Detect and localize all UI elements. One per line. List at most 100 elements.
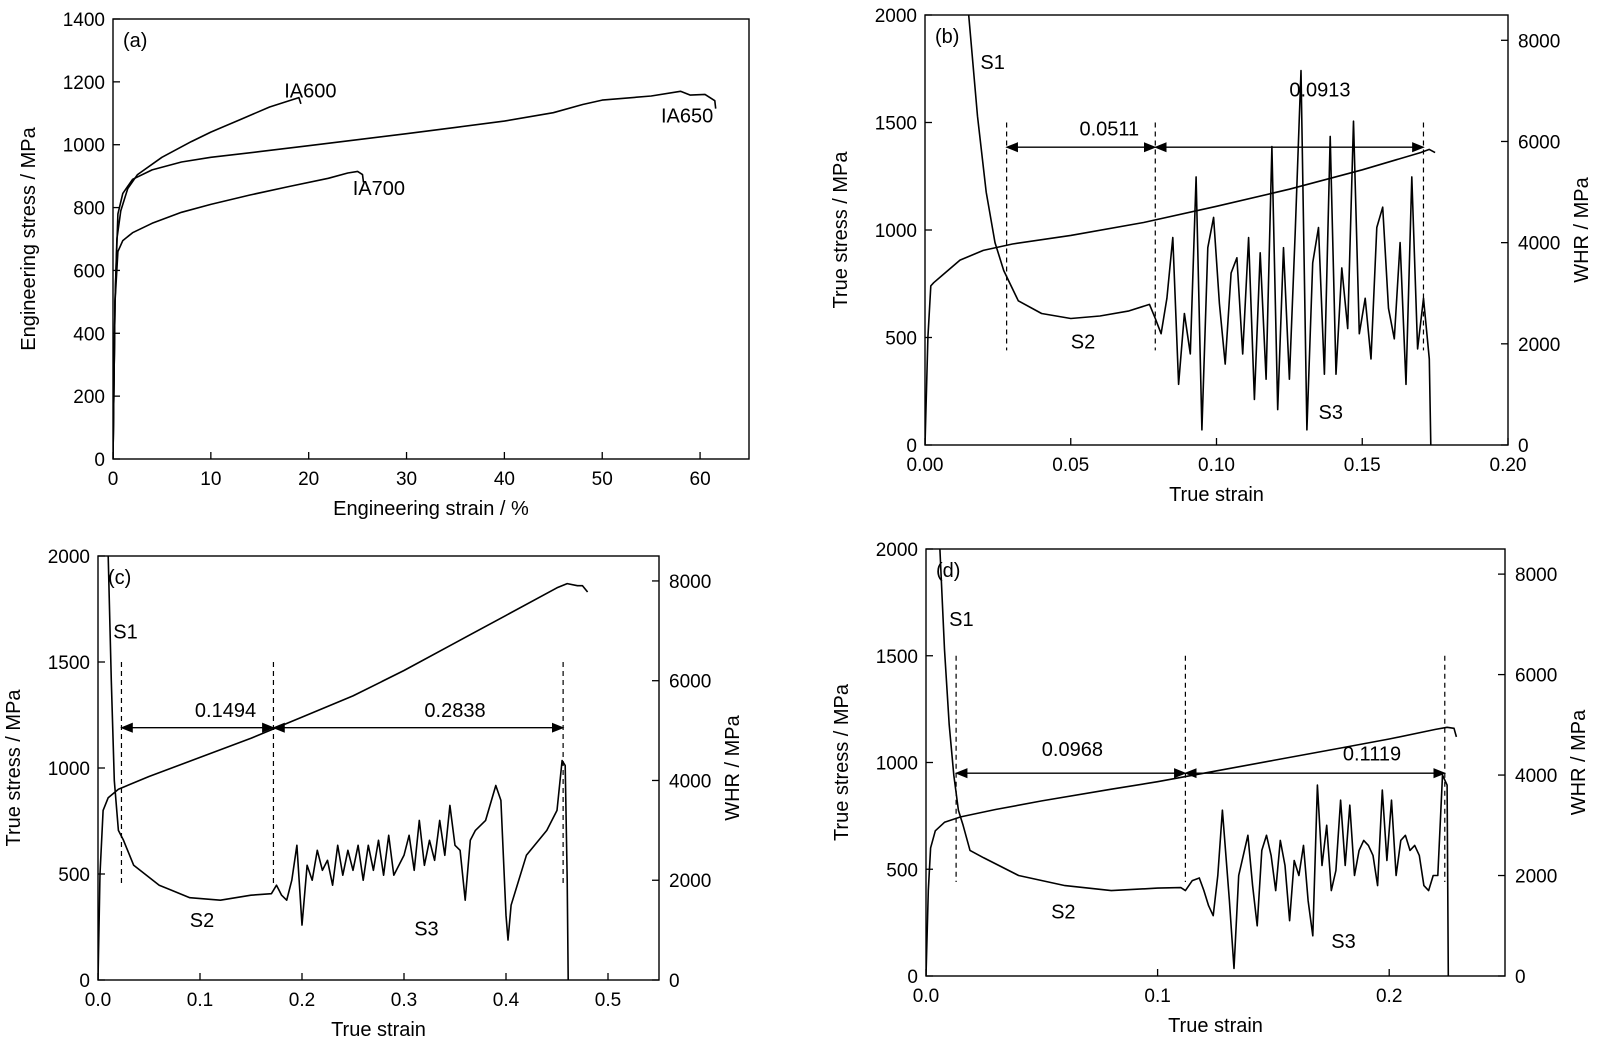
x-axis-label: True strain xyxy=(1169,484,1264,506)
annotation-label: IA700 xyxy=(353,178,405,200)
y-tick-label: 1400 xyxy=(63,10,105,31)
y-tick-label: 2000 xyxy=(875,6,917,27)
y-tick-label: 500 xyxy=(885,329,917,350)
annotation-label: S3 xyxy=(414,918,438,940)
series-line-true-stress xyxy=(926,726,1458,976)
y-axis-label: True stress / MPa xyxy=(830,151,852,309)
x-tick-label: 0.15 xyxy=(1344,455,1381,476)
panel-label: (a) xyxy=(123,30,147,52)
annotation-label: S2 xyxy=(1071,331,1095,353)
x-tick-label: 0.2 xyxy=(289,990,315,1011)
x-tick-label: 0.05 xyxy=(1052,455,1089,476)
y-tick-label: 0 xyxy=(907,967,918,988)
y-tick-label: 1200 xyxy=(63,73,105,94)
plot-frame xyxy=(924,14,1509,446)
y2-tick-label: 8000 xyxy=(1518,31,1560,52)
y2-tick-label: 0 xyxy=(669,971,680,992)
panel-c: 0.0 0.1 0.2 0.3 0.4 0.5 0 500 1000 1500 2000 0 2000 4… xyxy=(3,547,744,1041)
y2-tick-label: 0 xyxy=(1518,436,1529,457)
x-tick-label: 50 xyxy=(592,469,613,490)
x-tick-label: 0.2 xyxy=(1376,986,1402,1007)
panel-label: (c) xyxy=(108,567,131,589)
y-tick-label: 800 xyxy=(73,199,105,220)
annotation-label: S1 xyxy=(113,622,137,644)
x-tick-label: 0.0 xyxy=(85,990,111,1011)
y-tick-label: 400 xyxy=(73,324,105,345)
panel-label: (b) xyxy=(935,26,959,48)
plot-frame xyxy=(925,548,1506,977)
x-tick-label: 0.00 xyxy=(907,455,944,476)
y2-axis-label: WHR / MPa xyxy=(1571,176,1593,282)
x-tick-label: 40 xyxy=(494,469,515,490)
y-tick-label: 600 xyxy=(73,261,105,282)
plot-frame xyxy=(112,18,750,460)
y-tick-label: 500 xyxy=(886,860,918,881)
x-tick-label: 0.1 xyxy=(1144,986,1170,1007)
annotation-label: 0.1494 xyxy=(195,700,256,722)
y-tick-label: 0 xyxy=(906,436,917,457)
panel-d: 0.0 0.1 0.2 0 500 1000 1500 2000 0 2000 4000 6000 80… xyxy=(831,540,1590,1037)
y2-tick-label: 6000 xyxy=(669,672,711,693)
x-tick-label: 60 xyxy=(690,469,711,490)
y2-axis-label: WHR / MPa xyxy=(1568,709,1590,815)
x-tick-label: 0.3 xyxy=(391,990,417,1011)
panel-label: (d) xyxy=(936,560,960,582)
y-tick-label: 1000 xyxy=(876,754,918,775)
x-tick-label: 0.4 xyxy=(493,990,520,1011)
y-tick-label: 1500 xyxy=(48,653,90,674)
x-axis-label: Engineering strain / % xyxy=(333,498,529,520)
series-line-ia700 xyxy=(113,170,365,459)
x-tick-label: 0.10 xyxy=(1198,455,1235,476)
x-axis-label: True strain xyxy=(331,1019,426,1041)
annotation-label: 0.1119 xyxy=(1343,743,1401,765)
annotation-label: S1 xyxy=(980,52,1004,74)
y-tick-label: 1000 xyxy=(875,221,917,242)
annotation-label: 0.0913 xyxy=(1289,80,1350,102)
series-line-true-stress xyxy=(98,582,589,980)
x-tick-label: 0.20 xyxy=(1490,455,1527,476)
x-tick-label: 0.0 xyxy=(913,986,939,1007)
y2-tick-label: 2000 xyxy=(1515,867,1557,888)
x-tick-label: 30 xyxy=(396,469,417,490)
y-tick-label: 0 xyxy=(94,450,105,471)
x-tick-label: 10 xyxy=(200,469,221,490)
y2-tick-label: 6000 xyxy=(1515,666,1557,687)
annotation-label: 0.0968 xyxy=(1042,739,1103,761)
y-axis-label: True stress / MPa xyxy=(831,683,853,841)
annotation-label: S3 xyxy=(1319,402,1343,424)
y-tick-label: 200 xyxy=(73,387,105,408)
panel-a: 0 10 20 30 40 50 600200400600800100012001400En… xyxy=(18,10,750,520)
y2-tick-label: 6000 xyxy=(1518,132,1560,153)
y2-tick-label: 4000 xyxy=(1515,766,1557,787)
x-tick-label: 0.1 xyxy=(187,990,213,1011)
y2-tick-label: 4000 xyxy=(669,771,711,792)
y-tick-label: 1000 xyxy=(63,136,105,157)
y2-tick-label: 8000 xyxy=(1515,565,1557,586)
annotation-label: 0.0511 xyxy=(1079,118,1139,140)
annotation-label: S2 xyxy=(1051,901,1075,923)
panel-b: 0.00 0.05 0.10 0.15 0.2005001000150020000200… xyxy=(830,6,1593,506)
series-line-true-stress xyxy=(925,148,1436,445)
y2-tick-label: 0 xyxy=(1515,967,1526,988)
y-tick-label: 1500 xyxy=(876,647,918,668)
x-tick-label: 20 xyxy=(298,469,319,490)
y-tick-label: 1000 xyxy=(48,759,90,780)
series-line-whr xyxy=(107,556,569,980)
y-tick-label: 2000 xyxy=(876,540,918,561)
annotation-label: S1 xyxy=(949,609,973,631)
y-tick-label: 500 xyxy=(58,865,90,886)
x-axis-label: True strain xyxy=(1168,1015,1263,1037)
y-tick-label: 2000 xyxy=(48,547,90,568)
y2-tick-label: 2000 xyxy=(669,871,711,892)
y2-tick-label: 8000 xyxy=(669,572,711,593)
y-tick-label: 0 xyxy=(79,971,90,992)
y-axis-label: True stress / MPa xyxy=(3,689,25,847)
series-line-whr xyxy=(967,15,1432,445)
series-line-whr xyxy=(939,549,1450,976)
series-line-ia600 xyxy=(113,96,302,459)
annotation-label: 0.2838 xyxy=(424,700,485,722)
annotation-label: IA650 xyxy=(661,106,713,128)
plot-frame xyxy=(97,555,660,981)
annotation-label: S2 xyxy=(190,910,214,932)
